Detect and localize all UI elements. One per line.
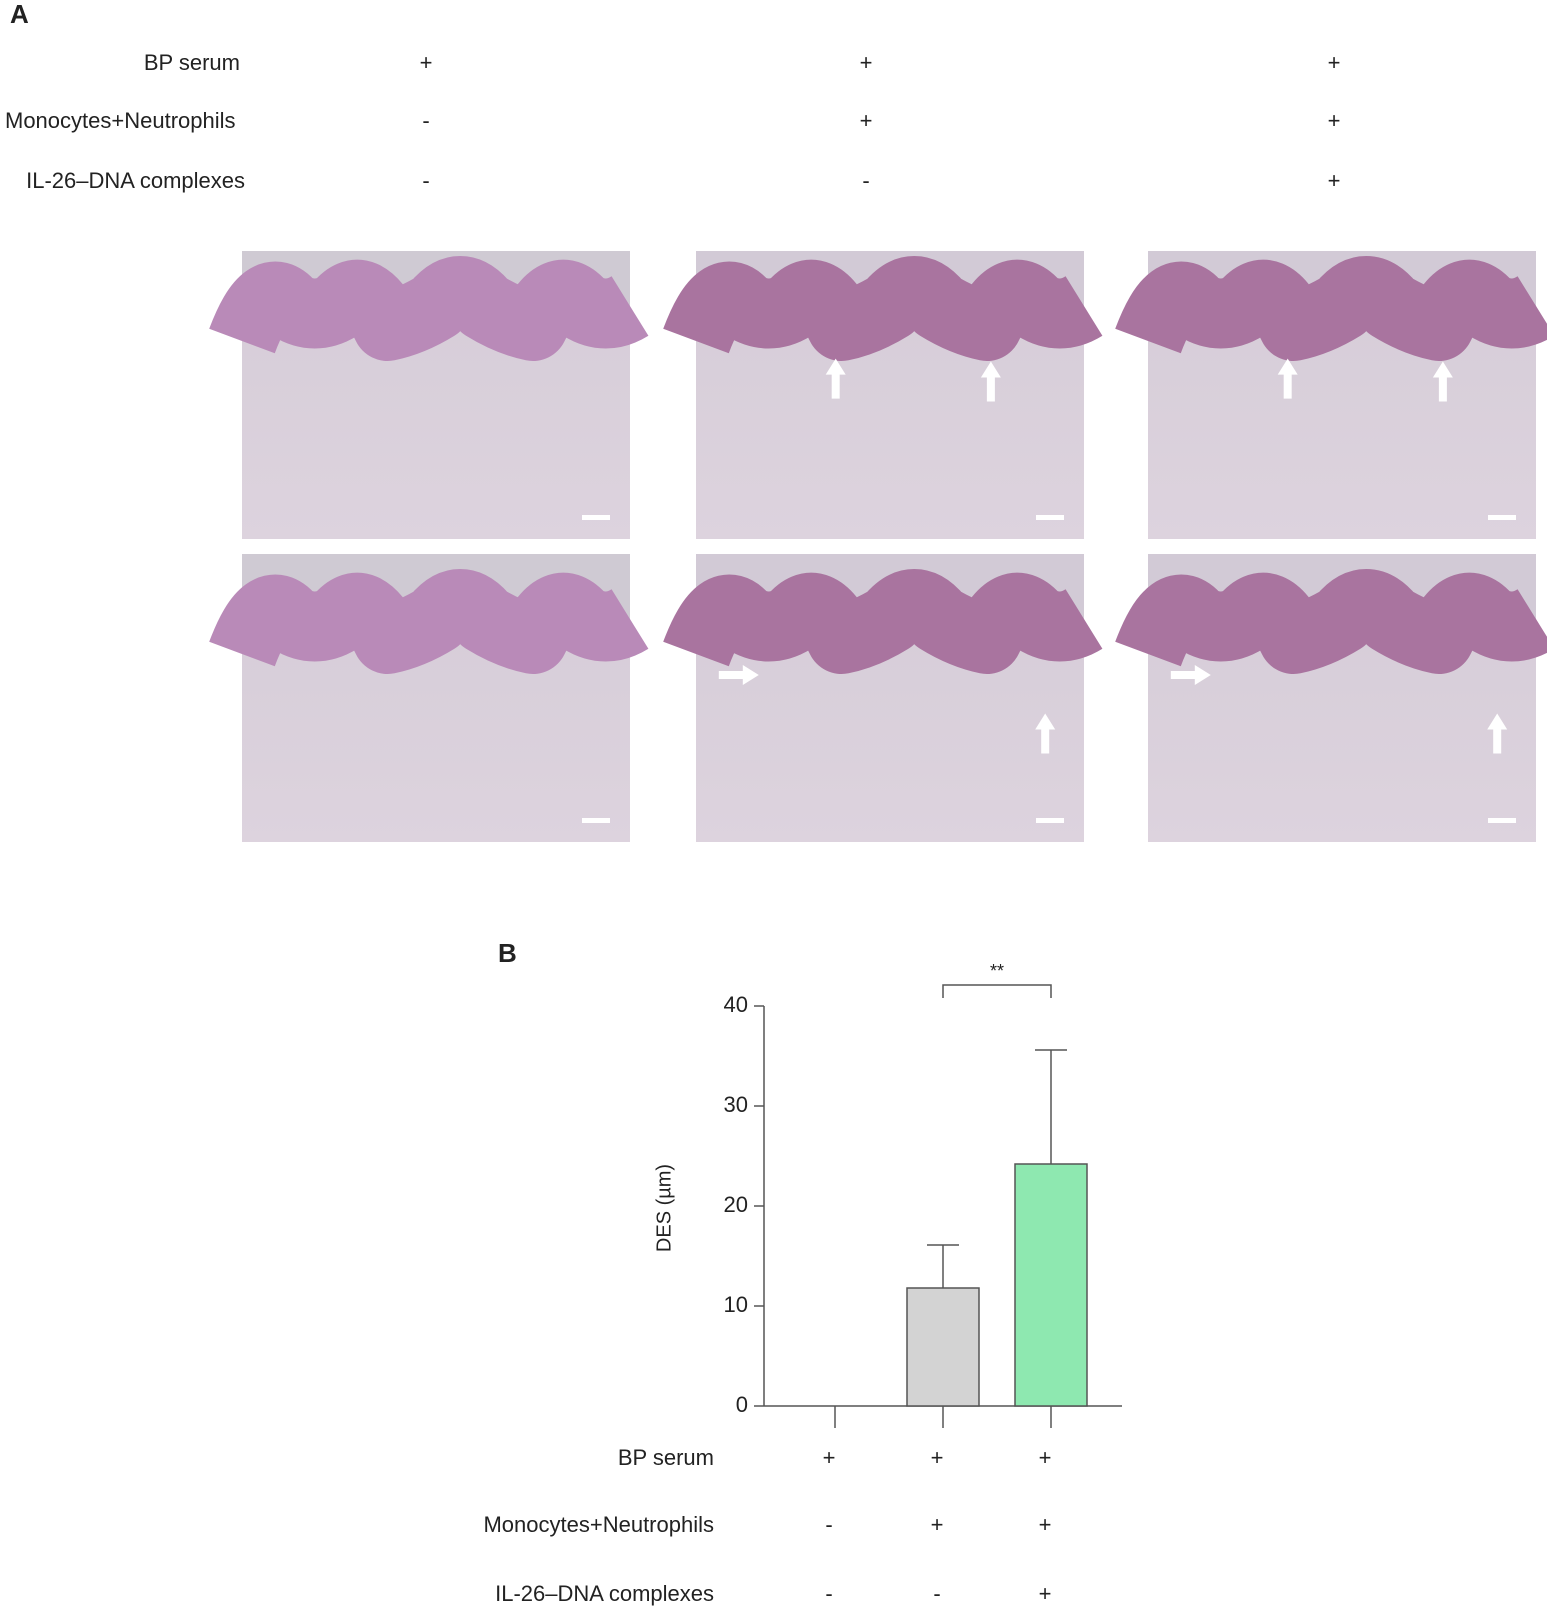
condition-sign: - (422, 168, 429, 193)
epidermis (209, 256, 649, 361)
epidermis (1115, 569, 1547, 674)
arrow (1432, 361, 1453, 402)
histology-image (663, 251, 1103, 539)
y-tick-label: 10 (724, 1292, 748, 1317)
histology-image (1115, 251, 1547, 539)
condition-label: BP serum (144, 50, 240, 75)
condition-sign: + (1328, 50, 1341, 75)
panel-label: B (498, 938, 517, 968)
condition-sign: - (862, 168, 869, 193)
condition-label: BP serum (618, 1445, 714, 1470)
scale-bar (582, 818, 610, 823)
condition-sign: + (860, 108, 873, 133)
y-axis-label: DES (µm) (653, 1164, 675, 1252)
condition-label: Monocytes+Neutrophils (483, 1512, 714, 1537)
condition-sign: - (825, 1581, 832, 1606)
condition-label: Monocytes+Neutrophils (5, 108, 236, 133)
significance-label: ** (990, 961, 1004, 981)
condition-sign: + (823, 1445, 836, 1470)
scale-bar (1488, 515, 1516, 520)
y-tick-label: 40 (724, 992, 748, 1017)
epidermis (663, 256, 1103, 361)
arrow (825, 358, 846, 399)
y-tick-label: 30 (724, 1092, 748, 1117)
condition-label: IL-26–DNA complexes (495, 1581, 714, 1606)
arrow (1170, 664, 1211, 685)
histology-image (209, 251, 649, 539)
epidermis (663, 569, 1103, 674)
condition-sign: + (420, 50, 433, 75)
condition-sign: - (422, 108, 429, 133)
scale-bar (1488, 818, 1516, 823)
arrow (1277, 358, 1298, 399)
epidermis (209, 569, 649, 674)
scale-bar (1036, 818, 1064, 823)
panel-label: A (10, 0, 29, 29)
histology-image (1115, 554, 1547, 842)
arrow (1035, 713, 1056, 754)
significance-bracket (942, 984, 1052, 998)
condition-label: IL-26–DNA complexes (26, 168, 245, 193)
arrow (718, 664, 759, 685)
condition-sign: - (933, 1581, 940, 1606)
condition-sign: + (1039, 1512, 1052, 1537)
condition-sign: + (931, 1512, 944, 1537)
condition-sign: + (1039, 1445, 1052, 1470)
arrow (980, 361, 1001, 402)
bar (1014, 1163, 1088, 1407)
condition-sign: - (825, 1512, 832, 1537)
y-tick-label: 20 (724, 1192, 748, 1217)
y-tick-label: 0 (736, 1392, 748, 1417)
bar (906, 1287, 980, 1407)
arrow (1487, 713, 1508, 754)
histology-image (663, 554, 1103, 842)
histology-image (209, 554, 649, 842)
scale-bar (1036, 515, 1064, 520)
condition-sign: + (931, 1445, 944, 1470)
condition-sign: + (1328, 108, 1341, 133)
epidermis (1115, 256, 1547, 361)
condition-sign: + (1328, 168, 1341, 193)
scale-bar (582, 515, 610, 520)
condition-sign: + (1039, 1581, 1052, 1606)
condition-sign: + (860, 50, 873, 75)
